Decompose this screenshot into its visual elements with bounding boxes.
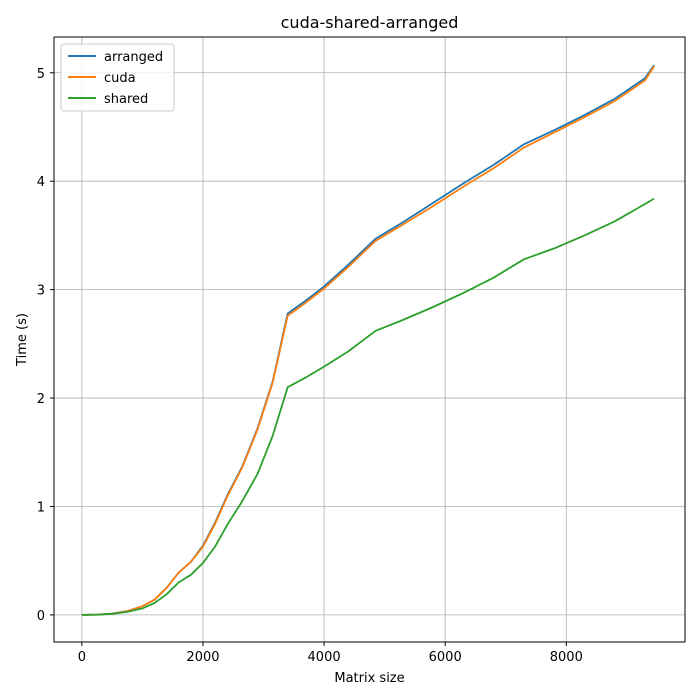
chart-title: cuda-shared-arranged [281,13,459,32]
legend-label-shared: shared [104,92,148,107]
x-tick-label: 4000 [308,650,341,665]
series-line-cuda [81,65,655,616]
axis-ticks: 0 2000 4000 6000 8000 0 1 2 3 4 5 [37,67,583,665]
x-tick-label: 0 [78,650,86,665]
x-tick-label: 8000 [550,650,583,665]
y-tick-label: 5 [37,67,45,82]
y-tick-label: 3 [37,284,45,299]
legend-label-arranged: arranged [104,50,163,65]
series-lines [81,64,655,616]
y-axis-label: Time (s) [15,313,30,367]
x-axis-label: Matrix size [334,671,404,686]
x-tick-label: 6000 [429,650,462,665]
y-tick-label: 1 [37,500,45,515]
plot-frame [53,36,686,643]
y-tick-label: 0 [37,609,45,624]
grid [54,37,685,642]
legend: arranged cuda shared [60,43,175,112]
series-line-shared [81,197,655,616]
legend-label-cuda: cuda [104,71,136,86]
y-tick-label: 2 [37,392,45,407]
legend-box [60,43,175,112]
series-line-arranged [81,64,655,616]
x-tick-label: 2000 [186,650,219,665]
y-tick-label: 4 [37,175,45,190]
